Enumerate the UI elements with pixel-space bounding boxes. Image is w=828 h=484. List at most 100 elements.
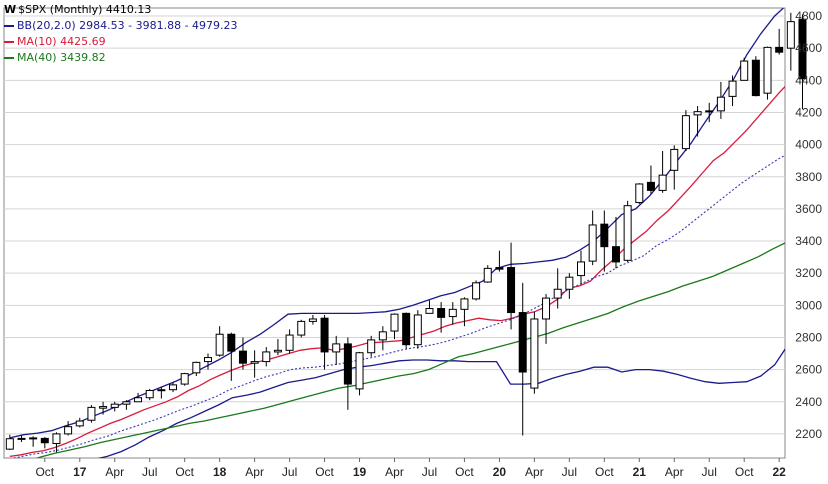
chart-grid — [3, 7, 786, 459]
candle-body — [565, 276, 574, 290]
x-tick-label: Oct — [175, 465, 194, 479]
chart-title: $SPX (Monthly) 4410.13 — [18, 3, 152, 16]
candle-body — [273, 349, 282, 353]
candle-body — [87, 406, 96, 421]
candle-body — [646, 181, 655, 191]
legend-swatch — [4, 25, 14, 27]
x-tick-label: Oct — [35, 465, 54, 479]
candle-body — [448, 308, 457, 318]
candle-body — [483, 267, 492, 283]
candle-body — [390, 313, 399, 332]
y-tick-label: 3400 — [795, 234, 822, 248]
x-tick-label: Oct — [455, 465, 474, 479]
candle-body — [238, 350, 247, 364]
candle-body — [64, 426, 73, 435]
candle-body — [122, 401, 131, 405]
candle-body — [367, 339, 376, 354]
x-tick-label: Apr — [525, 465, 544, 479]
legend-item-ma40: MA(40) 3439.82 — [4, 50, 238, 66]
legend-label: BB(20,2.0) 2984.53 - 3981.88 - 4979.23 — [17, 19, 238, 32]
candle-body — [5, 438, 14, 450]
legend-item-ma10: MA(10) 4425.69 — [4, 34, 238, 50]
series-line — [11, 154, 785, 458]
x-tick-label: 21 — [633, 465, 647, 479]
candle-body — [623, 205, 632, 261]
stockcharts-logo-icon: W — [4, 3, 17, 16]
x-tick-label: 20 — [493, 465, 507, 479]
x-tick-label: Jul — [282, 465, 297, 479]
candle-body — [611, 246, 620, 263]
series-line — [35, 242, 785, 458]
y-tick-label: 3200 — [795, 266, 822, 280]
y-tick-label: 4200 — [795, 105, 822, 119]
y-tick-label: 4600 — [795, 41, 822, 55]
candle-body — [542, 297, 551, 320]
chart-title-row: W $SPX (Monthly) 4410.13 — [4, 2, 238, 18]
legend-label: MA(40) 3439.82 — [17, 51, 106, 64]
candle-body — [110, 403, 119, 408]
candle-body — [705, 110, 714, 113]
candle-body — [553, 288, 562, 299]
candle-body — [413, 314, 422, 346]
x-tick-label: Apr — [665, 465, 684, 479]
legend-swatch — [4, 41, 14, 43]
x-tick-label: Oct — [735, 465, 754, 479]
candle-body — [728, 80, 737, 97]
legend-swatch — [4, 57, 14, 59]
x-tick-label: 19 — [353, 465, 367, 479]
x-tick-label: Oct — [595, 465, 614, 479]
candle-body — [635, 183, 644, 203]
candle-body — [157, 389, 166, 392]
y-tick-label: 4000 — [795, 138, 822, 152]
candle-body — [402, 312, 411, 346]
y-tick-label: 2800 — [795, 330, 822, 344]
candle-body — [693, 111, 702, 116]
x-tick-label: Oct — [315, 465, 334, 479]
candle-body — [227, 333, 236, 352]
y-axis: 2200 2400 2600 2800 3000 3200 3400 3600 3800 4000… — [795, 9, 822, 441]
x-tick-label: 22 — [772, 465, 786, 479]
candlesticks — [5, 12, 807, 453]
candle-body — [215, 333, 224, 356]
candle-body — [99, 406, 108, 409]
plot-frame — [3, 7, 786, 459]
candle-body — [425, 308, 434, 314]
x-tick-label: Jul — [702, 465, 717, 479]
candle-body — [75, 420, 84, 427]
candle-body — [134, 397, 143, 403]
x-tick-label: Jul — [422, 465, 437, 479]
candle-body — [658, 174, 667, 191]
legend: W $SPX (Monthly) 4410.13 BB(20,2.0) 2984… — [4, 2, 238, 66]
candle-body — [507, 267, 516, 314]
y-tick-label: 4400 — [795, 73, 822, 87]
candle-body — [320, 317, 329, 353]
y-tick-label: 2200 — [795, 427, 822, 441]
y-tick-label: 2600 — [795, 363, 822, 377]
candle-body — [40, 437, 49, 444]
candle-body — [670, 148, 679, 171]
candle-body — [343, 343, 352, 385]
candle-body — [716, 96, 725, 112]
candle-body — [378, 331, 387, 341]
candle-body — [250, 361, 259, 364]
y-tick-label: 3600 — [795, 202, 822, 216]
candle-body — [518, 312, 527, 373]
candle-body — [52, 433, 61, 445]
candle-body — [775, 46, 784, 53]
x-tick-label: Apr — [245, 465, 264, 479]
candle-body — [308, 318, 317, 322]
candle-body — [203, 357, 212, 363]
candle-body — [285, 334, 294, 351]
x-tick-label: Jul — [142, 465, 157, 479]
y-tick-label: 3000 — [795, 298, 822, 312]
candle-body — [763, 46, 772, 94]
candle-body — [588, 224, 597, 262]
candle-body — [145, 390, 154, 399]
candle-body — [332, 343, 341, 353]
candle-body — [740, 60, 749, 81]
candle-body — [798, 18, 807, 80]
x-axis: Oct 17 Apr Jul Oct 18 Apr Jul Oct 19 Apr Jul Oct 20 Ap… — [35, 458, 786, 479]
candle-body — [17, 437, 26, 440]
candle-body — [495, 267, 504, 270]
